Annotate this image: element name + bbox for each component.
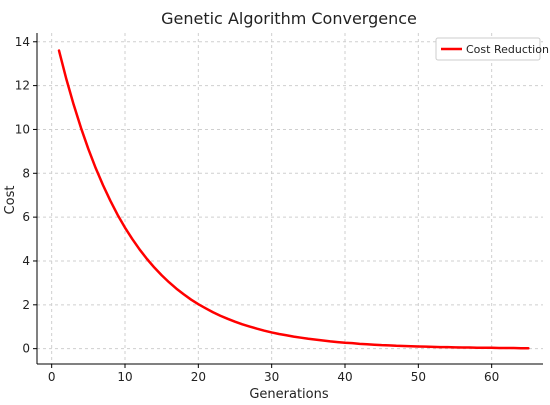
- y-tick-label: 0: [22, 342, 30, 356]
- y-tick-label: 8: [22, 166, 30, 180]
- x-axis-label: Generations: [249, 387, 329, 402]
- legend-box: [435, 37, 541, 61]
- y-tick-label: 14: [15, 35, 30, 49]
- legend: Cost Reduction: [435, 37, 549, 61]
- series-line-cost-reduction: [57, 49, 530, 350]
- chart-title: Genetic Algorithm Convergence: [161, 9, 417, 28]
- x-tick-label: 10: [117, 370, 132, 384]
- x-tick-label: 40: [337, 370, 352, 384]
- series-layer: [57, 49, 530, 350]
- x-tick-label: 30: [264, 370, 279, 384]
- y-tick-label: 2: [22, 298, 30, 312]
- x-tick-label: 50: [411, 370, 426, 384]
- y-tick-label: 10: [15, 122, 30, 136]
- x-tick-label: 60: [484, 370, 499, 384]
- x-tick-label: 0: [48, 370, 56, 384]
- y-tick-label: 12: [15, 79, 30, 93]
- grid-layer: [37, 33, 543, 364]
- y-tick-label: 4: [22, 254, 30, 268]
- axes-layer: 0 10 20 30 40 50 60 0 2 4 6 8 10 12 14: [15, 33, 543, 384]
- y-tick-label: 6: [22, 210, 30, 224]
- legend-label: Cost Reduction: [466, 43, 549, 56]
- y-axis-label: Cost: [3, 186, 18, 215]
- x-tick-label: 20: [191, 370, 206, 384]
